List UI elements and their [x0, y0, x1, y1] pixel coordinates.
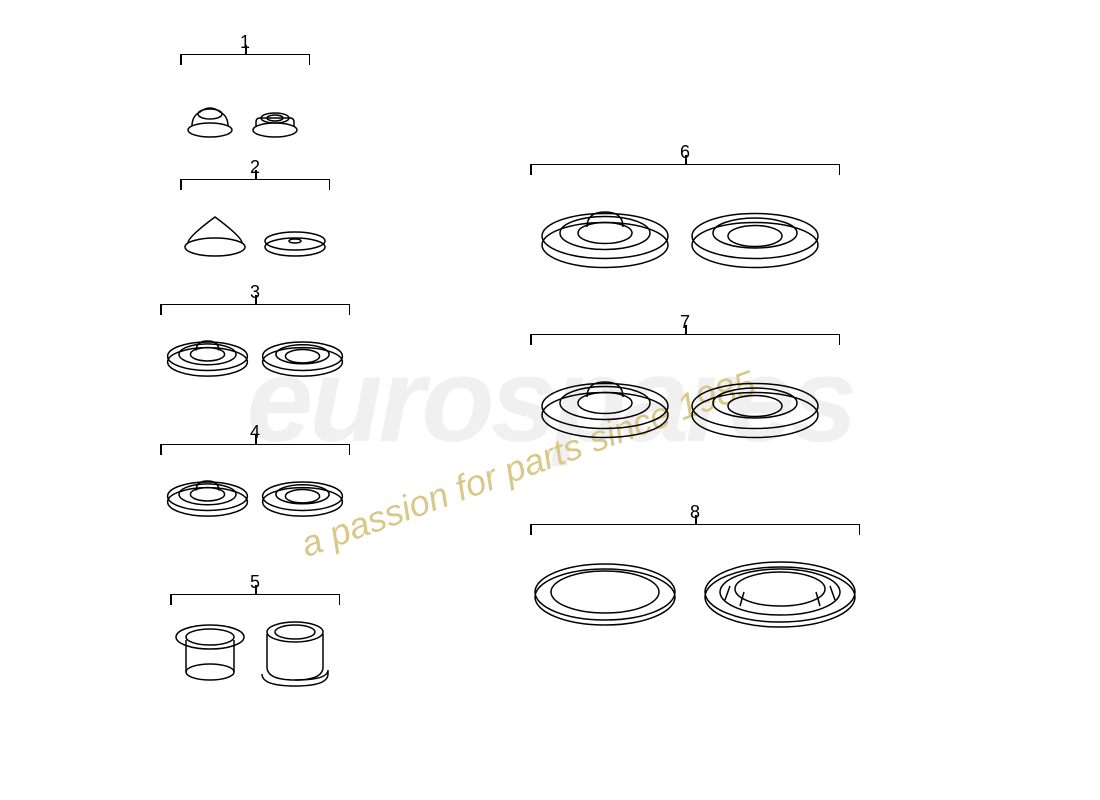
- bracket: [160, 444, 350, 445]
- bracket: [160, 304, 350, 305]
- bracket: [180, 179, 330, 180]
- bracket: [530, 524, 860, 525]
- bracket: [530, 334, 840, 335]
- part-drawing: [160, 462, 350, 519]
- part-drawing: [160, 322, 350, 379]
- bracket: [180, 54, 310, 55]
- bracket: [170, 594, 340, 595]
- parts-diagram: 1 2 3 4 5: [0, 0, 1100, 800]
- part-drawing: [530, 182, 830, 272]
- part-drawing: [530, 542, 860, 632]
- part-drawing: [530, 352, 830, 442]
- part-drawing: [170, 612, 340, 692]
- part-drawing: [180, 72, 310, 142]
- bracket: [530, 164, 840, 165]
- part-drawing: [180, 197, 330, 262]
